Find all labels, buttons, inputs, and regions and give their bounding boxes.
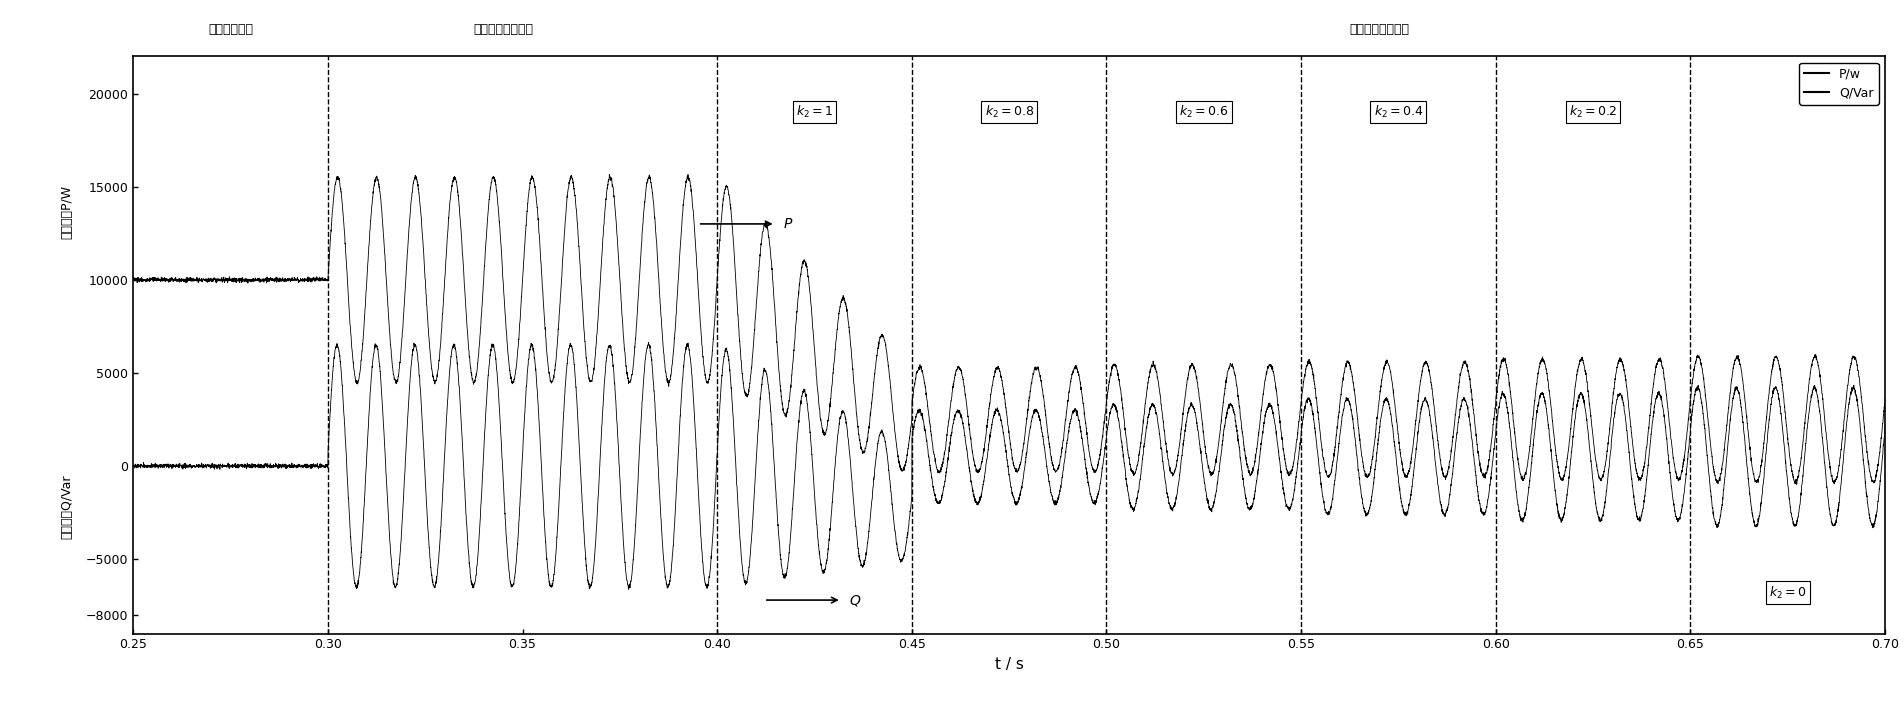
Q/Var: [482, 342, 505, 351]
Text: $k_2 = 0.4$: $k_2 = 0.4$: [1373, 104, 1422, 120]
P/w: [1786, 480, 1809, 489]
Text: 无功功率Q/Var: 无功功率Q/Var: [61, 474, 72, 539]
Q/Var: [1875, 406, 1898, 415]
P/w: [482, 173, 505, 182]
Q/Var: [1479, 467, 1502, 476]
Q/Var: [638, 339, 661, 347]
Text: P: P: [783, 217, 792, 231]
Legend: P/w, Q/Var: P/w, Q/Var: [1799, 63, 1879, 105]
Text: 有功功率P/W: 有功功率P/W: [61, 185, 72, 239]
Text: 电网正常运行: 电网正常运行: [208, 23, 253, 36]
P/w: [177, 277, 200, 285]
P/w: [664, 311, 687, 320]
Q/Var: [177, 463, 200, 471]
P/w: [598, 170, 621, 179]
Text: 无功参考电流给定: 无功参考电流给定: [1348, 23, 1409, 36]
P/w: [1875, 379, 1898, 387]
Text: $k_2 = 0.8$: $k_2 = 0.8$: [984, 104, 1034, 120]
P/w: [1479, 437, 1502, 446]
Text: $k_2 = 0.2$: $k_2 = 0.2$: [1569, 104, 1616, 120]
Q/Var: [910, 409, 933, 417]
P/w: [122, 274, 145, 282]
Q/Var: [617, 585, 640, 593]
X-axis label: t / s: t / s: [994, 657, 1024, 672]
Text: $k_2 = 0.6$: $k_2 = 0.6$: [1179, 104, 1228, 120]
Line: Q/Var: Q/Var: [133, 343, 1887, 589]
P/w: [910, 362, 933, 370]
Q/Var: [664, 487, 687, 496]
Text: Q: Q: [849, 593, 861, 607]
Q/Var: [122, 461, 145, 470]
Line: P/w: P/w: [133, 175, 1887, 484]
Text: $k_2 = 0$: $k_2 = 0$: [1769, 584, 1807, 601]
Q/Var: [811, 567, 834, 576]
Text: $k_2 = 1$: $k_2 = 1$: [796, 104, 834, 120]
P/w: [811, 429, 834, 437]
Text: 有功参考电流给定: 有功参考电流给定: [472, 23, 533, 36]
